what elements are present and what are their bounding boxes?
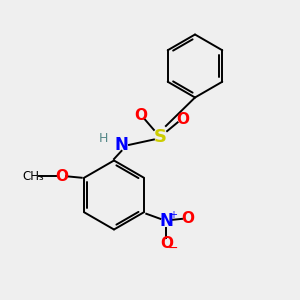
Text: +: + xyxy=(169,210,177,220)
Text: O: O xyxy=(176,112,190,128)
Text: O: O xyxy=(55,169,68,184)
Text: H: H xyxy=(99,132,108,145)
Text: O: O xyxy=(160,236,173,251)
Text: S: S xyxy=(154,128,167,146)
Text: O: O xyxy=(181,211,194,226)
Text: −: − xyxy=(168,242,178,255)
Text: N: N xyxy=(159,212,173,230)
Text: O: O xyxy=(134,108,148,123)
Text: CH₃: CH₃ xyxy=(22,170,44,183)
Text: N: N xyxy=(115,136,128,154)
